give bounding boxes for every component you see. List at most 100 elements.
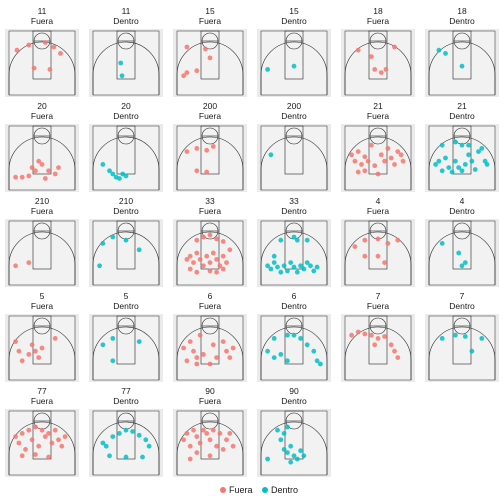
shot-point — [47, 67, 53, 72]
shot-point — [194, 361, 200, 367]
shot-point — [49, 440, 55, 446]
panel-player-label: 4 — [460, 196, 465, 206]
court-outline — [428, 30, 496, 96]
shot-point — [352, 158, 358, 164]
panel-zone-label: Dentro — [449, 206, 475, 216]
panel-zone-label: Fuera — [367, 16, 389, 26]
shot-point — [385, 241, 391, 246]
shot-point — [227, 355, 233, 360]
shot-point — [110, 434, 116, 439]
panel-player-label: 21 — [457, 101, 467, 111]
shot-point — [362, 253, 368, 259]
shot-point — [13, 263, 18, 269]
shot-point — [42, 176, 48, 181]
shot-point — [362, 237, 368, 243]
legend-key — [220, 487, 226, 493]
shot-point — [110, 358, 116, 364]
shot-point — [392, 162, 397, 167]
shot-point — [349, 152, 354, 158]
shot-point — [383, 67, 389, 72]
shot-point — [359, 162, 364, 167]
panel-player-label: 20 — [121, 101, 131, 111]
panel-zone-label: Dentro — [281, 301, 307, 311]
court-outline — [260, 410, 328, 476]
three-point-arc — [92, 41, 160, 95]
shot-point — [117, 431, 122, 436]
shot-point — [288, 443, 294, 449]
shot-point — [33, 168, 38, 174]
shot-point — [453, 158, 458, 164]
panel-zone-label: Dentro — [113, 396, 139, 406]
shot-point — [466, 152, 471, 158]
shot-point — [301, 453, 307, 459]
panel-zone-label: Dentro — [113, 111, 139, 121]
shot-point — [294, 269, 300, 275]
shot-point — [13, 174, 18, 180]
shot-point — [462, 162, 468, 167]
shot-point — [224, 260, 229, 265]
court-outline — [344, 315, 412, 381]
shot-point — [375, 236, 381, 242]
panel-zone-label: Fuera — [367, 111, 389, 121]
shot-point — [355, 329, 361, 335]
shot-point — [462, 260, 468, 265]
shot-point — [265, 348, 270, 354]
shot-point — [187, 456, 193, 462]
panel-player-label: 4 — [376, 196, 381, 206]
legend-item-dentro: Dentro — [262, 485, 298, 495]
shot-point — [100, 440, 106, 446]
shot-point — [375, 171, 381, 177]
shot-point — [59, 443, 65, 449]
shot-point — [395, 237, 401, 243]
shot-point — [207, 55, 213, 61]
shot-point — [449, 169, 455, 175]
shot-point — [392, 44, 397, 50]
panel-player-label: 21 — [373, 101, 383, 111]
shot-point — [281, 447, 287, 452]
shot-point — [194, 168, 200, 174]
shot-point — [395, 149, 401, 155]
shot-point — [52, 171, 58, 177]
three-point-arc — [8, 231, 76, 285]
shot-point — [352, 244, 358, 250]
key-paint — [200, 125, 220, 175]
shot-point — [395, 355, 401, 360]
shot-point — [201, 234, 206, 240]
shot-point — [439, 241, 445, 246]
shot-point — [459, 263, 465, 269]
court-outline — [92, 125, 160, 191]
shot-point — [265, 263, 270, 269]
shot-point — [472, 167, 478, 172]
shot-point — [214, 443, 220, 449]
shot-point — [187, 443, 193, 449]
shot-point — [291, 332, 297, 338]
panel-zone-label: Fuera — [31, 396, 53, 406]
shot-point — [210, 427, 216, 433]
shot-point — [291, 234, 297, 240]
shot-point — [311, 348, 317, 354]
three-point-arc — [8, 136, 76, 190]
shot-point — [136, 247, 142, 253]
shot-point — [443, 51, 448, 56]
key-paint — [32, 125, 52, 175]
shot-point — [291, 63, 297, 69]
shot-point — [372, 67, 378, 72]
shot-point — [456, 250, 462, 256]
panel-player-label: 18 — [373, 6, 383, 16]
shot-point — [207, 453, 213, 459]
shot-point — [181, 345, 187, 351]
three-point-arc — [176, 421, 244, 475]
shot-point — [288, 459, 294, 465]
shot-point — [119, 73, 125, 79]
shot-point — [271, 336, 277, 341]
